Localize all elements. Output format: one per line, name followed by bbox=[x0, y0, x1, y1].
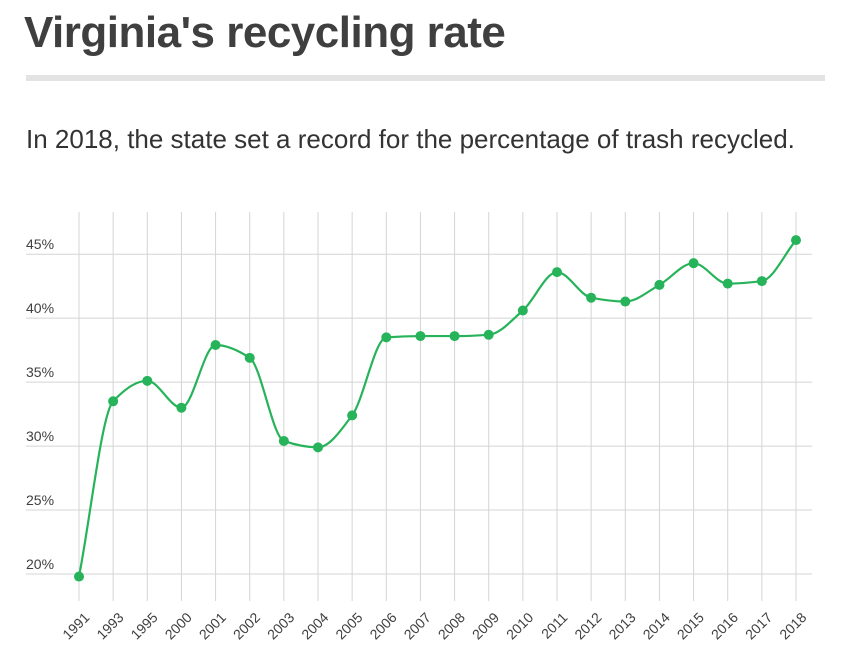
x-axis-labels: 1991 1993 1995 2000 2001 2002 2003 2004 2005 2006… bbox=[59, 609, 809, 642]
data-point bbox=[586, 292, 597, 303]
data-point bbox=[244, 352, 255, 363]
data-point bbox=[176, 402, 187, 413]
x-tick-label: 2014 bbox=[640, 609, 673, 642]
x-tick-label: 2018 bbox=[776, 609, 809, 642]
grid bbox=[26, 212, 812, 601]
title-divider bbox=[26, 75, 825, 81]
data-point bbox=[688, 258, 699, 269]
data-point bbox=[620, 296, 631, 307]
x-tick-label: 2012 bbox=[571, 609, 604, 642]
data-point bbox=[142, 375, 153, 386]
data-point bbox=[74, 571, 84, 582]
x-tick-label: 2004 bbox=[298, 609, 331, 642]
chart-subtitle: In 2018, the state set a record for the … bbox=[26, 124, 795, 154]
data-point bbox=[722, 278, 733, 289]
x-tick-label: 1995 bbox=[127, 609, 160, 642]
x-tick-label: 2016 bbox=[708, 609, 741, 642]
data-point bbox=[552, 267, 562, 278]
x-tick-label: 2009 bbox=[469, 609, 502, 642]
x-tick-label: 2007 bbox=[401, 609, 434, 642]
data-point bbox=[381, 332, 392, 343]
data-points bbox=[74, 235, 801, 582]
data-point bbox=[313, 442, 323, 453]
y-tick-label: 40% bbox=[26, 300, 54, 316]
x-tick-label: 2010 bbox=[503, 609, 536, 642]
data-point bbox=[517, 305, 528, 316]
series-line bbox=[77, 239, 797, 577]
x-tick-label: 2003 bbox=[264, 609, 297, 642]
data-point bbox=[347, 410, 358, 421]
data-point bbox=[654, 279, 665, 290]
y-tick-label: 20% bbox=[26, 556, 54, 572]
y-tick-label: 25% bbox=[26, 492, 54, 508]
x-tick-label: 2000 bbox=[162, 609, 195, 642]
x-tick-label: 2011 bbox=[538, 609, 571, 642]
x-tick-label: 2006 bbox=[366, 609, 399, 642]
data-point bbox=[791, 235, 801, 246]
x-tick-label: 2002 bbox=[230, 609, 263, 642]
y-axis-labels: 20% 25% 30% 35% 40% 45% bbox=[26, 236, 54, 572]
data-point bbox=[449, 331, 460, 342]
data-point bbox=[278, 435, 289, 446]
data-point bbox=[483, 329, 494, 340]
data-point bbox=[756, 276, 767, 287]
chart-title: Virginia's recycling rate bbox=[24, 8, 506, 57]
x-tick-label: 2008 bbox=[435, 609, 468, 642]
data-point bbox=[415, 331, 426, 342]
y-tick-label: 30% bbox=[26, 428, 54, 444]
x-tick-label: 2005 bbox=[332, 609, 365, 642]
x-tick-label: 2013 bbox=[605, 609, 638, 642]
x-tick-label: 1991 bbox=[59, 609, 92, 642]
data-point bbox=[210, 340, 221, 351]
x-tick-label: 1993 bbox=[93, 609, 126, 642]
y-tick-label: 45% bbox=[26, 236, 54, 252]
x-tick-label: 2017 bbox=[742, 609, 775, 642]
data-point bbox=[108, 396, 119, 407]
y-tick-label: 35% bbox=[26, 364, 54, 380]
x-tick-label: 2001 bbox=[196, 609, 229, 642]
x-tick-label: 2015 bbox=[674, 609, 707, 642]
